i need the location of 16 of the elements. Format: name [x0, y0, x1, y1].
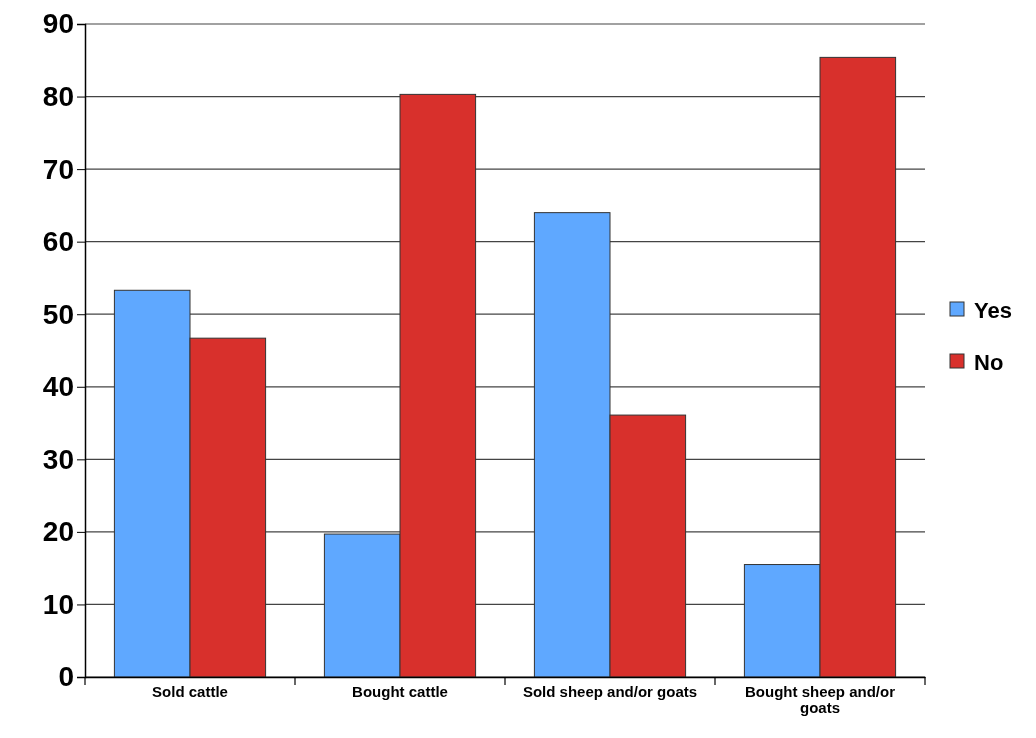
y-tick-label: 10: [42, 588, 74, 620]
x-tick-label: Sold sheep and/or goats: [522, 682, 698, 700]
y-tick-label: 20: [42, 516, 74, 548]
y-tick-label: 90: [42, 8, 74, 40]
y-tick-label: 50: [42, 298, 74, 330]
x-tick-label: Bought cattle: [352, 682, 448, 700]
legend-label: No: [974, 349, 1004, 375]
y-tick-label: 80: [42, 81, 74, 113]
y-tick-label: 0: [58, 661, 74, 693]
y-tick-label: 40: [42, 371, 74, 403]
legend-label: Yes: [974, 297, 1012, 323]
y-tick-label: 60: [42, 226, 74, 258]
y-tick-label: 70: [42, 153, 74, 185]
x-tick-label: Sold cattle: [152, 682, 228, 700]
x-tick-label: Bought sheep and/or goats: [745, 682, 896, 716]
y-tick-label: 30: [42, 443, 74, 475]
